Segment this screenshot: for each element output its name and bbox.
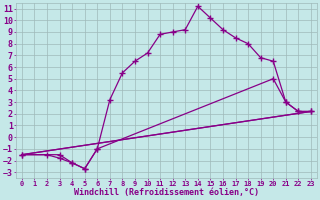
X-axis label: Windchill (Refroidissement éolien,°C): Windchill (Refroidissement éolien,°C) xyxy=(74,188,259,197)
